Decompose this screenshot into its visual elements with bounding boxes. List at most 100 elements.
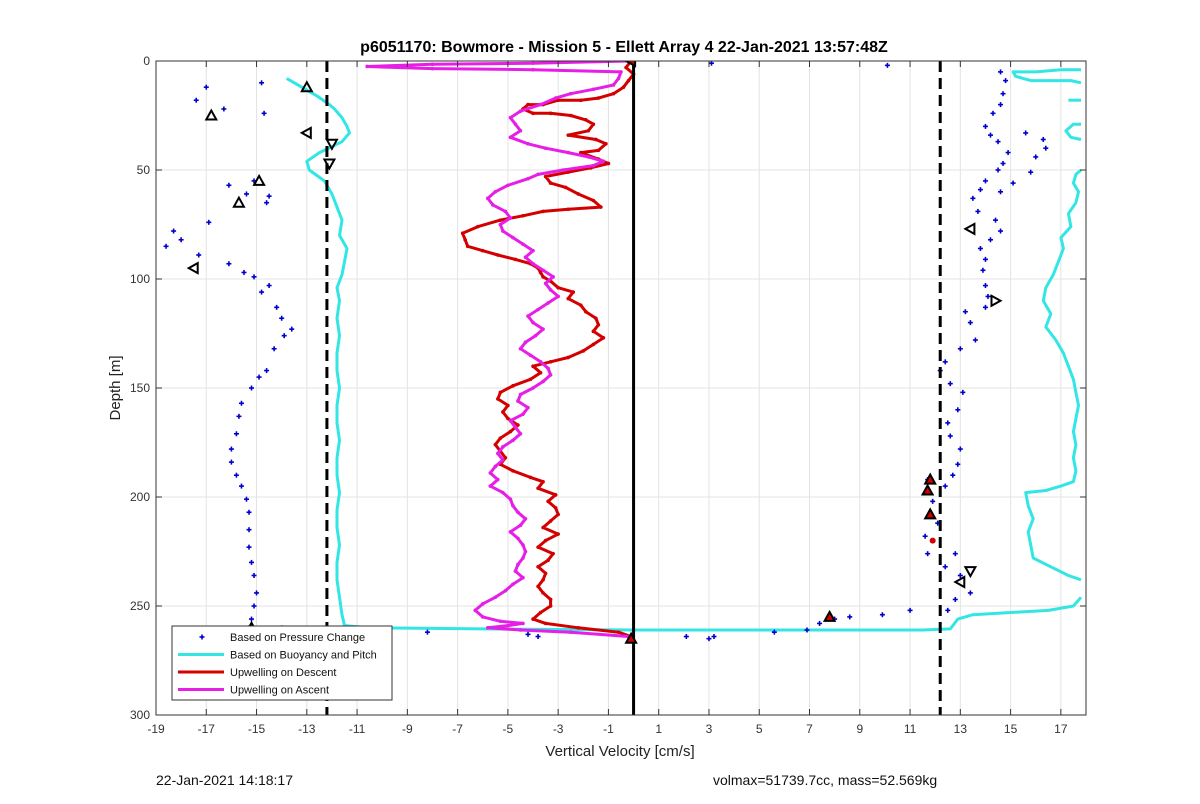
series-vertex [508, 418, 513, 423]
y-tick-label: 150 [130, 381, 150, 395]
series-vertex [511, 503, 515, 508]
pressure-change-point [238, 483, 244, 489]
pressure-change-point [249, 616, 255, 622]
pressure-change-point [977, 187, 983, 193]
pressure-change-point [942, 564, 948, 570]
series-line [285, 77, 1083, 632]
series-vertex [541, 591, 545, 595]
triangle-marker [325, 138, 339, 151]
pressure-change-point [1043, 145, 1049, 151]
pressure-change-point [249, 559, 255, 565]
series-vertex [536, 307, 540, 312]
series-vertex [566, 133, 571, 137]
triangle-marker [963, 566, 978, 579]
pressure-change-point [957, 572, 963, 578]
series-vertex [546, 366, 550, 371]
series-vertex [548, 111, 553, 116]
series-vertex [546, 499, 550, 504]
x-tick-label: -19 [147, 722, 165, 736]
pressure-change-point [226, 182, 232, 188]
pressure-change-point [196, 252, 202, 258]
pressure-change-point [879, 612, 885, 618]
series-vertex [566, 296, 571, 301]
pressure-change-point [266, 193, 272, 199]
series-vertex [521, 575, 525, 580]
pressure-change-point [962, 309, 968, 315]
series-vertex [498, 436, 503, 440]
series-vertex [566, 150, 571, 155]
pressure-change-point [771, 629, 777, 635]
series-vertex [541, 209, 545, 214]
series-vertex [548, 604, 553, 608]
series-vertex [513, 257, 518, 262]
series-vertex [576, 626, 581, 630]
pressure-change-point [995, 139, 1001, 145]
series-vertex [548, 373, 553, 377]
series-vertex [498, 390, 503, 395]
series-vertex [498, 619, 503, 624]
series-vertex [543, 571, 548, 576]
pressure-change-point [246, 527, 252, 533]
series-vertex [526, 142, 530, 146]
series-vertex [465, 244, 470, 249]
series-vertex [523, 517, 528, 521]
series-vertex [528, 475, 533, 480]
triangle-marker [953, 575, 966, 589]
series-vertex [518, 109, 523, 113]
series-vertex [496, 253, 500, 257]
series-vertex [493, 190, 498, 194]
pressure-change-point [998, 228, 1004, 234]
pressure-change-point [243, 191, 249, 197]
legend-label: Upwelling on Ascent [230, 685, 329, 697]
series-vertex [531, 67, 535, 72]
series-vertex [584, 118, 588, 122]
series-vertex [538, 360, 543, 364]
series-vertex [511, 582, 515, 586]
x-tick-label: 17 [1054, 722, 1068, 736]
triangle-marker [299, 126, 312, 140]
series-vertex [503, 209, 508, 214]
series-vertex [516, 536, 520, 541]
series-vertex [536, 172, 540, 177]
pressure-change-point [955, 461, 961, 467]
triangle-marker [963, 222, 976, 236]
series-vertex [518, 128, 523, 133]
series-vertex [566, 170, 571, 174]
series-vertex [601, 336, 606, 340]
series-vertex [543, 538, 548, 543]
pressure-change-point [246, 544, 252, 550]
series-vertex [536, 545, 540, 549]
series-vertex [594, 137, 598, 142]
series-vertex [541, 525, 545, 530]
series-vertex [541, 379, 545, 384]
pressure-change-point [942, 359, 948, 365]
series-vertex [568, 113, 573, 118]
series-vertex [571, 290, 576, 294]
series-vertex [501, 445, 505, 449]
series-vertex [493, 595, 498, 600]
pressure-change-point [279, 315, 285, 321]
series-vertex [485, 196, 490, 201]
series-vertex [516, 399, 520, 403]
series-vertex [506, 623, 510, 628]
pressure-change-point [987, 237, 993, 243]
pressure-change-point [987, 132, 993, 138]
pressure-change-point [228, 459, 234, 465]
series-vertex [498, 222, 503, 227]
x-tick-label: -9 [402, 722, 413, 736]
series-vertex [488, 484, 493, 488]
series-vertex [496, 397, 500, 401]
x-tick-label: -15 [248, 722, 266, 736]
series-vertex [591, 122, 596, 127]
series-vertex [480, 602, 485, 606]
volmax-mass-footer: volmax=51739.7cc, mass=52.569kg [713, 772, 938, 788]
x-tick-label: 15 [1004, 722, 1018, 736]
series-vertex [531, 111, 535, 116]
series-vertex [526, 102, 530, 107]
pressure-change-point [259, 289, 265, 295]
series-vertex [586, 155, 591, 159]
series-vertex [503, 588, 508, 593]
series-vertex [538, 102, 543, 107]
x-tick-label: 9 [856, 722, 863, 736]
pressure-change-point [178, 237, 184, 243]
